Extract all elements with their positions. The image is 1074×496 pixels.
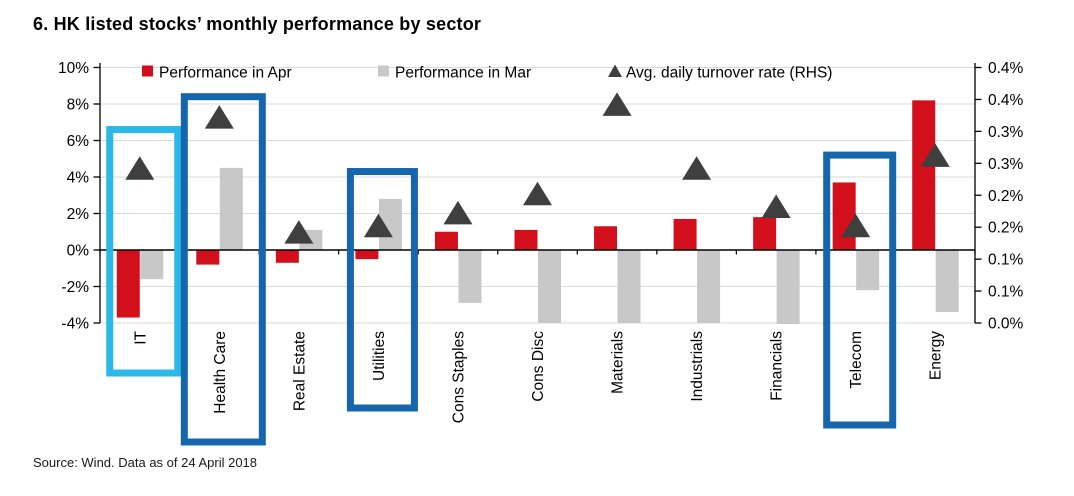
left-axis-label: -2% [61,279,89,296]
right-axis-label: 0.0% [988,316,1024,333]
bar-apr-cons-disc [514,229,538,250]
chart-title: 6. HK listed stocks’ monthly performance… [33,14,482,34]
left-axis-label: 2% [67,206,90,223]
highlight-box-health-care [180,93,266,446]
highlight-box-telecom [823,151,897,429]
bar-apr-it [116,250,140,318]
left-axis-label: 8% [67,97,90,114]
category-label-cons-staples: Cons Staples [450,331,467,423]
triangle-telecom [841,213,871,238]
triangle-utilities [363,213,393,238]
triangle-real-estate [284,220,314,244]
triangle-cons-disc [523,181,552,206]
right-axis-label: 0.1% [988,284,1024,301]
category-label-it: IT [132,330,149,344]
left-axis-label: 6% [67,133,90,150]
bar-mar-financials [776,250,800,324]
legend-label: Avg. daily turnover rate (RHS) [626,65,832,82]
bar-mar-cons-disc [538,250,561,323]
bar-apr-cons-staples [434,231,458,250]
category-label-cons-disc: Cons Disc [530,331,547,402]
triangle-energy [920,143,950,167]
left-axis-label: -4% [61,316,89,333]
category-label-materials: Materials [610,331,627,394]
triangle-financials [761,194,791,219]
left-axis-label: 0% [67,243,90,260]
bar-mar-cons-staples [458,250,482,303]
left-axis-label: 4% [67,170,90,187]
category-label-real-estate: Real Estate [291,331,308,411]
legend-marker-mar [378,65,389,77]
legend-label: Performance in Apr [159,65,292,82]
left-axis-label: 10% [58,60,89,77]
highlight-box-utilities [346,168,418,412]
bar-mar-industrials [697,250,721,323]
triangle-industrials [682,156,712,180]
category-label-telecom: Telecom [848,331,865,389]
category-label-industrials: Industrials [689,331,706,402]
bar-apr-utilities [355,250,379,260]
bar-apr-financials [753,217,777,250]
triangle-materials [602,92,632,116]
bar-apr-energy [912,100,936,250]
category-label-financials: Financials [769,331,786,401]
bar-apr-industrials [673,218,697,250]
bar-mar-health-care [219,167,243,250]
category-label-energy: Energy [928,331,945,380]
right-axis-label: 0.2% [988,220,1024,237]
legend-marker-apr [142,65,153,77]
right-axis-label: 0.1% [988,252,1024,269]
legend-marker-turnover [608,64,622,77]
bar-mar-it [140,250,164,280]
bar-apr-health-care [196,250,220,265]
right-axis-label: 0.2% [988,188,1024,205]
bar-mar-energy [935,250,959,313]
bar-apr-real-estate [275,250,299,263]
triangle-cons-staples [443,200,473,225]
right-axis-label: 0.3% [988,156,1024,173]
triangle-health-care [204,105,234,129]
source-note: Source: Wind. Data as of 24 April 2018 [33,455,258,470]
bar-mar-utilities [378,198,402,250]
bar-mar-materials [617,250,641,323]
category-label-health-care: Health Care [212,331,229,414]
triangle-it [125,156,155,180]
category-label-utilities: Utilities [371,331,388,381]
right-axis-label: 0.4% [988,92,1024,109]
bar-apr-materials [594,226,618,250]
bar-mar-telecom [856,250,880,291]
highlight-box-it [106,126,182,377]
right-axis-label: 0.4% [988,60,1024,77]
bar-apr-telecom [832,182,856,250]
legend-label: Performance in Mar [395,65,531,82]
right-axis-label: 0.3% [988,124,1024,141]
